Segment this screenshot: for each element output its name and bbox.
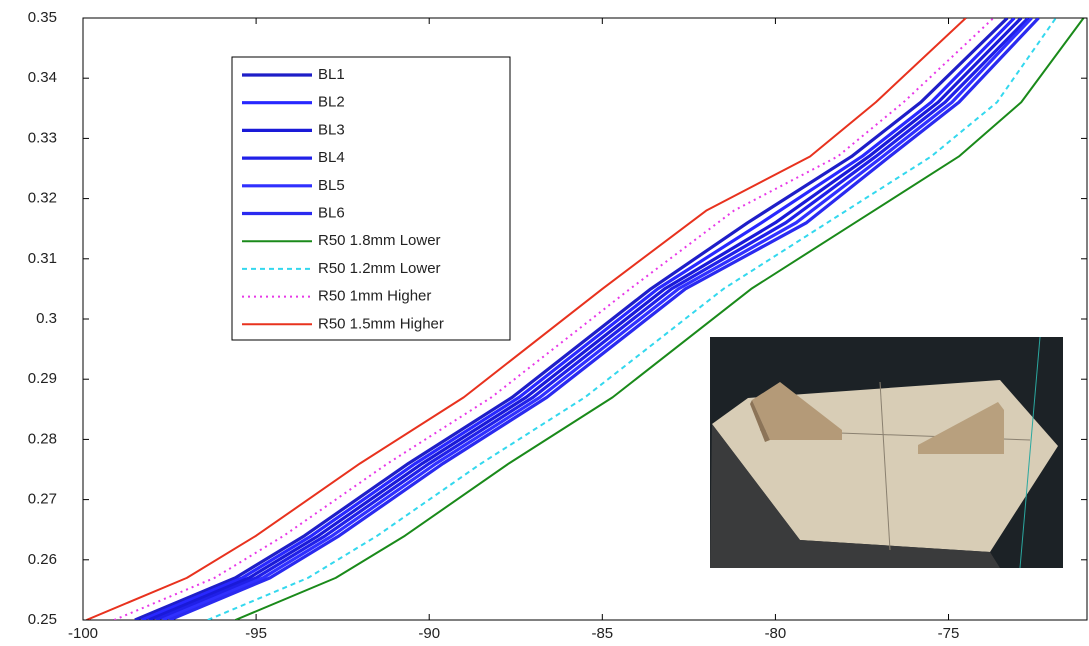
legend-label: R50 1mm Higher: [318, 288, 431, 305]
y-tick-label: 0.33: [28, 129, 57, 146]
x-tick-label: -100: [68, 625, 98, 642]
y-tick-label: 0.35: [28, 9, 57, 26]
y-tick-label: 0.34: [28, 69, 57, 86]
legend-label: BL5: [318, 177, 345, 194]
y-tick-label: 0.32: [28, 190, 57, 207]
y-tick-label: 0.25: [28, 611, 57, 628]
y-tick-label: 0.26: [28, 551, 57, 568]
legend: BL1 BL2 BL3 BL4 BL5 BL6 R50 1.8mm Lower R50 1.2…: [242, 66, 444, 332]
y-tick-label: 0.28: [28, 430, 57, 447]
legend-label: R50 1.2mm Lower: [318, 260, 441, 277]
series-line: [134, 18, 1009, 620]
x-tick-label: -95: [245, 625, 267, 642]
legend-label: R50 1.8mm Lower: [318, 232, 441, 249]
series-line: [168, 18, 1040, 620]
series-line: [162, 18, 1033, 620]
y-tick-label: 0.29: [28, 370, 57, 387]
series-line: [141, 18, 1016, 620]
legend-label: BL3: [318, 121, 345, 138]
legend-label: BL2: [318, 94, 345, 111]
y-tick-label: 0.3: [36, 310, 57, 327]
lines: [86, 18, 1085, 620]
series-line: [207, 18, 1057, 620]
legend-label: BL6: [318, 204, 345, 221]
series-line: [155, 18, 1030, 620]
y-tick-label: 0.31: [28, 250, 57, 267]
legend-label: BL4: [318, 149, 345, 166]
series-line: [86, 18, 967, 620]
x-tick-label: -80: [765, 625, 787, 642]
y-tick-label: 0.27: [28, 491, 57, 508]
x-tick-label: -90: [418, 625, 440, 642]
inset-photo: [710, 336, 1063, 569]
series-line: [148, 18, 1023, 620]
series-line: [234, 18, 1085, 620]
legend-label: BL1: [318, 66, 345, 83]
legend-label: R50 1.5mm Higher: [318, 315, 444, 332]
x-tick-label: -75: [938, 625, 960, 642]
x-tick-label: -85: [591, 625, 613, 642]
